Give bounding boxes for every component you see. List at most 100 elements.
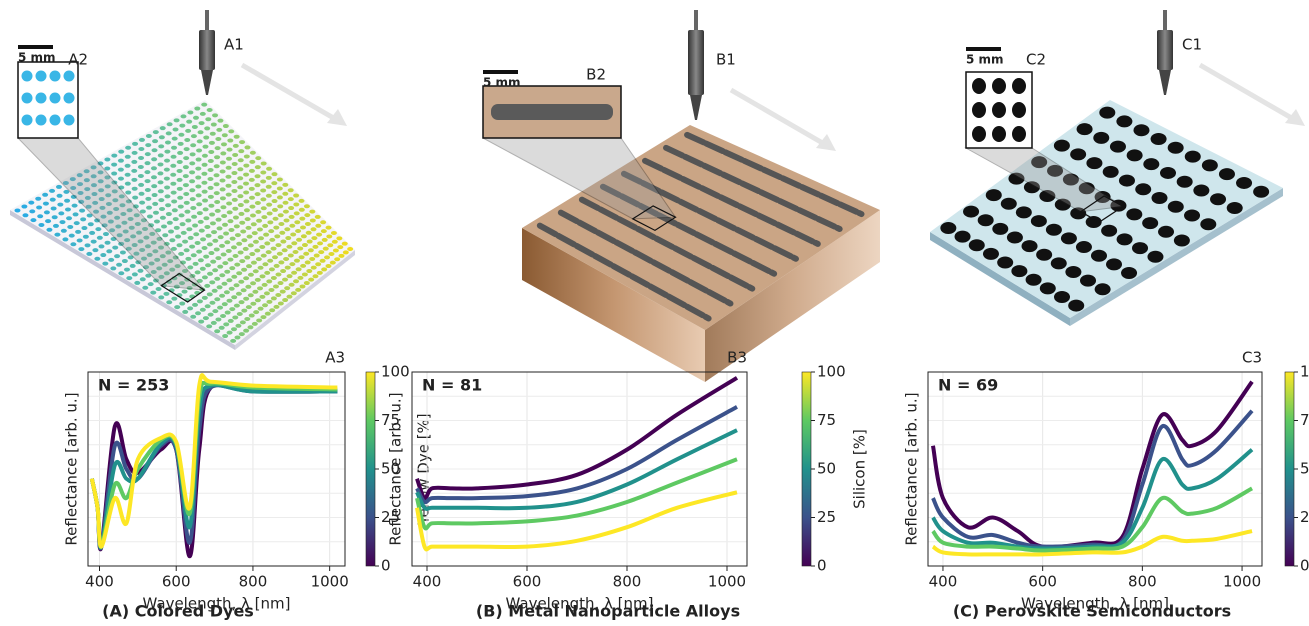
spectrum bbox=[931, 409, 1254, 549]
droplet bbox=[171, 145, 178, 150]
droplet bbox=[98, 244, 105, 249]
droplet bbox=[282, 298, 289, 303]
film-spot bbox=[1094, 283, 1111, 296]
droplet bbox=[187, 235, 194, 240]
droplet bbox=[236, 241, 243, 246]
droplet bbox=[117, 158, 124, 163]
droplet bbox=[238, 149, 245, 154]
droplet bbox=[155, 286, 162, 291]
droplet bbox=[178, 213, 185, 218]
droplet bbox=[153, 219, 160, 224]
droplet bbox=[260, 188, 267, 193]
droplet bbox=[285, 236, 292, 241]
droplet bbox=[286, 274, 293, 279]
x-tick-label: 400 bbox=[85, 573, 114, 591]
film-spot bbox=[1053, 139, 1070, 152]
droplet bbox=[276, 251, 283, 256]
nozzle-label: A1 bbox=[224, 36, 244, 54]
droplet bbox=[218, 325, 225, 330]
droplet bbox=[287, 253, 294, 258]
droplet bbox=[104, 184, 111, 189]
droplet bbox=[91, 192, 98, 197]
droplet bbox=[137, 173, 144, 178]
droplet bbox=[244, 217, 251, 222]
droplet bbox=[246, 264, 253, 269]
droplet bbox=[212, 268, 219, 273]
plate-side bbox=[522, 228, 705, 382]
droplet bbox=[231, 197, 238, 202]
droplet bbox=[171, 296, 178, 301]
droplet bbox=[152, 249, 159, 254]
droplet bbox=[146, 205, 153, 210]
droplet bbox=[325, 264, 332, 269]
droplet bbox=[157, 180, 164, 185]
droplet bbox=[250, 281, 257, 286]
droplet bbox=[214, 297, 221, 302]
droplet bbox=[152, 130, 159, 135]
film-spot bbox=[1030, 215, 1047, 228]
film-spot bbox=[1109, 140, 1126, 153]
droplet bbox=[105, 193, 112, 198]
droplet bbox=[100, 214, 107, 219]
droplet bbox=[146, 214, 153, 219]
droplet bbox=[244, 316, 251, 321]
droplet bbox=[170, 190, 177, 195]
droplet bbox=[233, 224, 240, 229]
plate-side bbox=[930, 232, 1070, 326]
droplet bbox=[303, 251, 310, 256]
droplet bbox=[269, 237, 276, 242]
droplet bbox=[186, 286, 193, 291]
droplet bbox=[125, 246, 132, 251]
droplet bbox=[177, 204, 184, 209]
film-spot bbox=[1054, 198, 1071, 211]
droplet bbox=[241, 238, 248, 243]
droplet bbox=[201, 153, 208, 158]
x-tick-label: 1000 bbox=[311, 573, 349, 591]
droplet bbox=[201, 162, 208, 167]
droplet bbox=[145, 273, 152, 278]
droplet bbox=[133, 251, 140, 256]
droplet bbox=[254, 298, 261, 303]
droplet bbox=[183, 156, 190, 161]
droplet bbox=[223, 322, 230, 327]
droplet bbox=[147, 282, 154, 287]
droplet bbox=[196, 211, 203, 216]
droplet bbox=[248, 186, 255, 191]
droplet bbox=[175, 234, 182, 239]
droplet bbox=[310, 227, 317, 232]
droplet bbox=[83, 169, 90, 174]
droplet bbox=[219, 196, 226, 201]
film-spot bbox=[1039, 189, 1056, 202]
droplet bbox=[132, 204, 139, 209]
droplet bbox=[201, 246, 208, 251]
spectrum bbox=[931, 380, 1254, 550]
film-spot bbox=[1060, 232, 1077, 245]
droplet bbox=[258, 236, 265, 241]
plot-frame bbox=[411, 371, 748, 567]
droplet bbox=[271, 181, 278, 186]
colorbar-tick-label: 25 bbox=[1300, 508, 1309, 526]
droplet bbox=[237, 194, 244, 199]
droplet bbox=[69, 177, 76, 182]
droplet bbox=[195, 311, 202, 316]
droplet bbox=[42, 201, 49, 206]
droplet bbox=[209, 221, 216, 226]
droplet bbox=[197, 219, 204, 224]
y-axis-label: Reflectance [arb. u.] bbox=[63, 392, 81, 545]
y-axis-label: Reflectance [arb. u.] bbox=[903, 392, 921, 545]
droplet bbox=[247, 293, 254, 298]
droplet bbox=[224, 240, 231, 245]
droplet bbox=[90, 174, 97, 179]
x-axis-label: Wavelength, λ [nm] bbox=[1021, 595, 1169, 613]
droplet bbox=[332, 248, 339, 253]
film-spot bbox=[1133, 124, 1150, 137]
inset-spot bbox=[992, 102, 1006, 118]
film-spot bbox=[1050, 257, 1067, 270]
motion-arrow-head bbox=[327, 109, 347, 126]
droplet bbox=[158, 144, 165, 149]
spectrum bbox=[415, 490, 738, 552]
droplet bbox=[189, 161, 196, 166]
droplet bbox=[229, 266, 236, 271]
panel-label: B3 bbox=[727, 349, 747, 367]
motion-arrow bbox=[729, 87, 828, 148]
